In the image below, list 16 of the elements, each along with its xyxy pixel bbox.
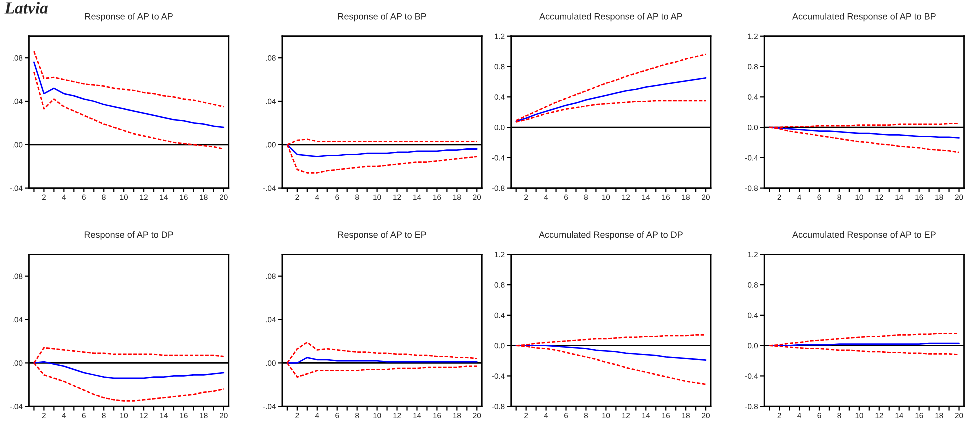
chart-title: Response of AP to BP [338, 13, 426, 22]
chart-title: Response of AP to DP [84, 231, 174, 240]
line-series [34, 72, 225, 150]
line-series [34, 50, 225, 108]
chart-title: Accumulated Response of AP to DP [539, 231, 683, 240]
line-series [34, 62, 225, 128]
chart-title: Response of AP to AP [85, 13, 173, 22]
line-series [286, 144, 478, 158]
line-series [34, 361, 225, 380]
line-series [516, 345, 707, 361]
text: Latvia [4, 2, 48, 14]
chart-title: Accumulated Response of AP to BP [792, 13, 936, 22]
chart-title: Accumulated Response of AP to AP [540, 13, 682, 22]
line-series [768, 126, 960, 139]
chart-title: Accumulated Response of AP to EP [792, 231, 936, 240]
chart-title: Response of AP to EP [338, 231, 426, 240]
